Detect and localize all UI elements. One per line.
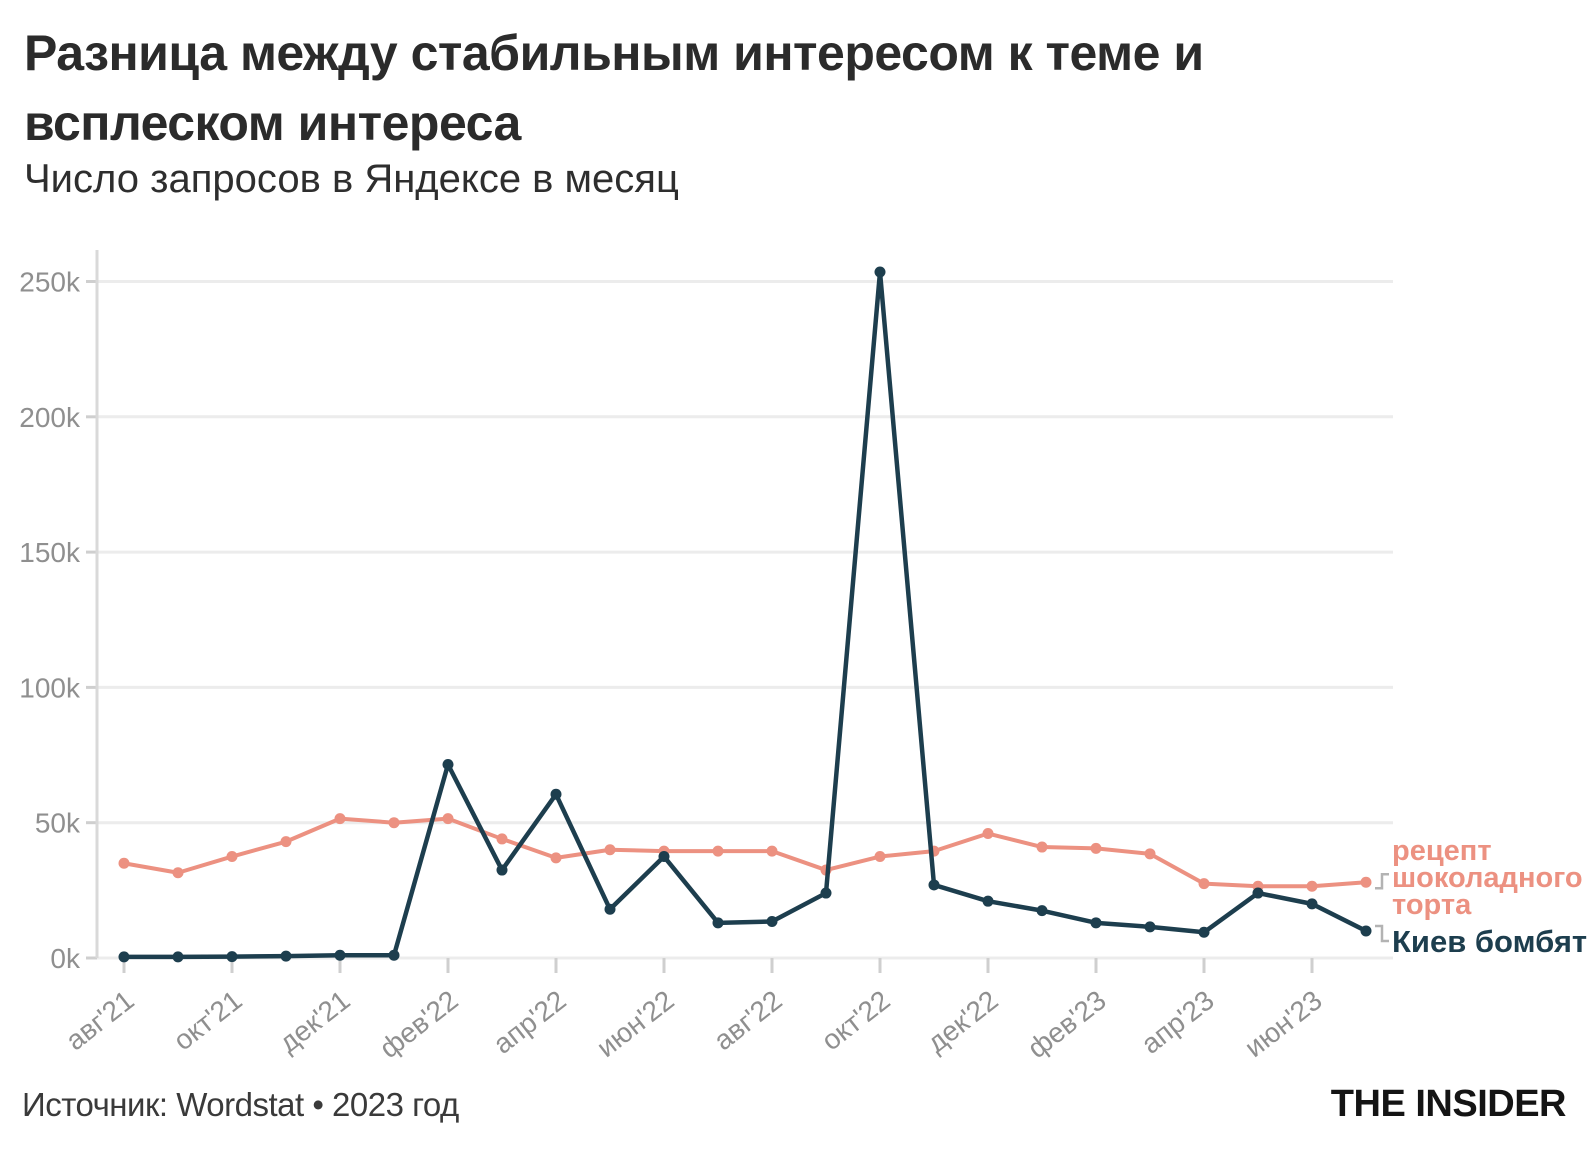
series-cake-line <box>122 816 1368 889</box>
x-axis-label: окт'22 <box>816 984 896 1056</box>
x-axis-label: фев'23 <box>1022 984 1112 1064</box>
series-cake-point <box>1090 842 1102 854</box>
series-kyiv-point <box>874 266 886 278</box>
series-cake-point <box>334 813 346 825</box>
x-axis-label: фев'22 <box>374 984 464 1064</box>
series-kyiv-point <box>604 903 616 915</box>
legend-connector-cake-icon <box>1375 872 1389 890</box>
legend-label-cake: рецепт шоколадного торта <box>1392 835 1583 921</box>
series-kyiv-point <box>496 864 508 876</box>
x-axis-label: дек'22 <box>921 984 1004 1058</box>
y-axis-label: 50k <box>35 808 81 839</box>
series-cake-point <box>226 851 238 863</box>
series-kyiv-point <box>388 949 400 961</box>
series-cake-point <box>604 844 616 856</box>
source-note: Источник: Wordstat • 2023 год <box>22 1086 459 1123</box>
series-kyiv-line <box>121 269 1369 960</box>
series-cake-point <box>118 857 130 869</box>
series-kyiv-point <box>1036 905 1048 917</box>
insider-logo: THE INSIDER <box>1330 1083 1567 1125</box>
page-title: Разница между стабильным интересом к тем… <box>24 25 1204 151</box>
x-axis-label: окт'21 <box>168 984 248 1056</box>
series-cake-point <box>1306 880 1318 892</box>
series-kyiv-point <box>712 917 724 929</box>
series-kyiv-point <box>280 950 292 962</box>
series-kyiv-point <box>172 951 184 963</box>
series-kyiv-point <box>1144 921 1156 933</box>
x-axis-label: авг'21 <box>60 984 140 1056</box>
x-axis-label: авг'22 <box>708 984 788 1056</box>
legend-label-kyiv: Киев бомбят <box>1392 924 1588 959</box>
series-cake-point <box>388 817 400 829</box>
series-cake-point <box>550 852 562 864</box>
series-kyiv-point <box>1360 925 1372 937</box>
series-cake-point <box>874 851 886 863</box>
page-subtitle: Число запросов в Яндексе в месяц <box>24 157 679 201</box>
series-cake-point <box>1036 841 1048 853</box>
y-axis-label: 0k <box>50 943 81 974</box>
series-kyiv-point <box>550 788 562 800</box>
series-kyiv-point <box>982 895 994 907</box>
series-cake-point <box>712 845 724 857</box>
series-cake-point <box>442 813 454 825</box>
x-axis-label: апр'22 <box>487 984 571 1059</box>
x-axis-label: дек'21 <box>273 984 356 1058</box>
series-kyiv-point <box>1090 917 1102 929</box>
series-kyiv-point <box>820 887 832 899</box>
series-kyiv-point <box>334 949 346 961</box>
series-kyiv-point <box>928 879 940 891</box>
series-kyiv-point <box>118 951 130 963</box>
series-cake-point <box>1198 878 1210 890</box>
series-cake-point <box>766 845 778 857</box>
series-kyiv-point <box>658 851 670 863</box>
y-axis-label: 100k <box>19 672 81 703</box>
y-axis-label: 200k <box>19 402 81 433</box>
series-cake-point <box>1360 876 1372 888</box>
series-cake-point <box>172 867 184 879</box>
series-kyiv-point <box>226 951 238 963</box>
series-kyiv-point <box>1252 887 1264 899</box>
series-kyiv-point <box>442 759 454 771</box>
y-axis-label: 250k <box>19 267 81 298</box>
x-axis-label: июн'23 <box>1239 984 1328 1063</box>
legend-connector-kyiv-icon <box>1375 924 1389 943</box>
series-cake-point <box>982 828 994 840</box>
series-kyiv-point <box>766 915 778 927</box>
x-axis-label: апр'23 <box>1135 984 1219 1059</box>
series-kyiv-point <box>1306 898 1318 910</box>
series-cake-point <box>496 833 508 845</box>
series-cake-point <box>1144 848 1156 860</box>
y-axis-label: 150k <box>19 537 81 568</box>
series-cake-point <box>280 836 292 848</box>
series-kyiv-point <box>1198 926 1210 938</box>
x-axis-label: июн'22 <box>591 984 680 1063</box>
